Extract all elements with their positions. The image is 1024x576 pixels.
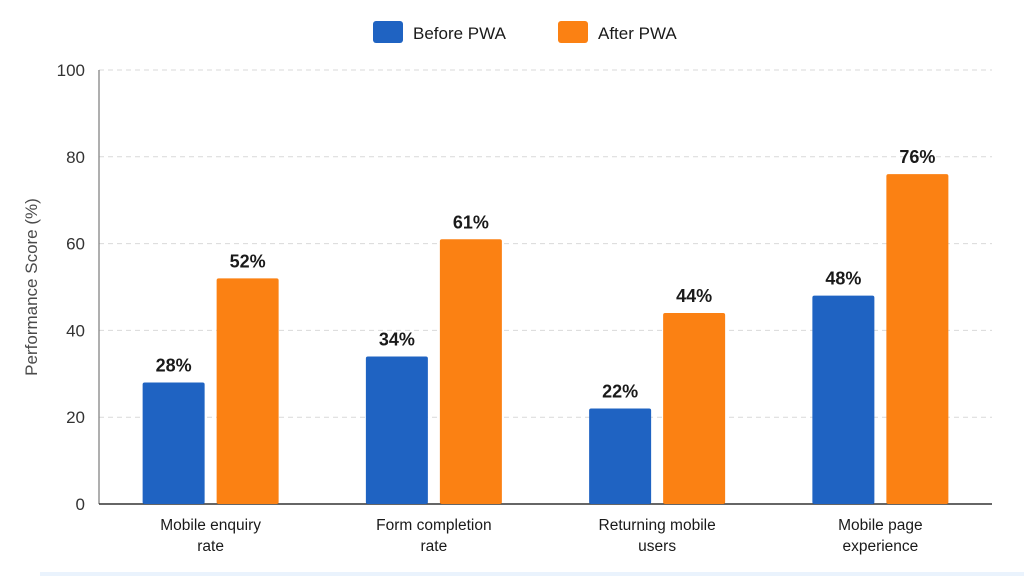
data-labels: 28% 52% 34% 61% 22% 44% 48% 76% bbox=[156, 147, 936, 401]
legend: Before PWA After PWA bbox=[373, 21, 677, 43]
data-label: 61% bbox=[453, 212, 489, 232]
axes: 0 20 40 60 80 100 Mobile enquiry rate Form compl… bbox=[57, 61, 992, 555]
data-label: 52% bbox=[230, 251, 266, 271]
bar-before-pwa bbox=[142, 382, 205, 504]
y-tick-label: 40 bbox=[66, 321, 85, 340]
data-label: 76% bbox=[899, 147, 935, 167]
x-tick-label: Mobile page bbox=[838, 517, 922, 534]
data-label: 48% bbox=[825, 269, 861, 289]
bar-before-pwa bbox=[365, 356, 428, 504]
x-tick-label: Form completion bbox=[376, 517, 491, 534]
y-tick-label: 20 bbox=[66, 408, 85, 427]
x-tick-label: users bbox=[638, 538, 676, 555]
y-tick-label: 80 bbox=[66, 148, 85, 167]
bars bbox=[142, 174, 949, 504]
data-label: 44% bbox=[676, 286, 712, 306]
x-tick-label: experience bbox=[842, 538, 918, 555]
legend-label: Before PWA bbox=[413, 24, 507, 43]
legend-swatch bbox=[558, 21, 588, 43]
y-axis-title: Performance Score (%) bbox=[22, 198, 41, 376]
bar-after-pwa bbox=[216, 278, 279, 504]
x-tick-label: rate bbox=[421, 538, 448, 555]
bar-after-pwa bbox=[663, 313, 726, 504]
bar-after-pwa bbox=[886, 174, 949, 504]
y-tick-label: 60 bbox=[66, 235, 85, 254]
y-tick-label: 0 bbox=[76, 495, 85, 514]
bar-before-pwa bbox=[589, 408, 652, 504]
bar-before-pwa bbox=[812, 295, 875, 504]
data-label: 22% bbox=[602, 382, 638, 402]
legend-swatch bbox=[373, 21, 403, 43]
legend-label: After PWA bbox=[598, 24, 677, 43]
bar-after-pwa bbox=[439, 239, 502, 504]
x-tick-label: Mobile enquiry bbox=[160, 517, 261, 534]
x-tick-label: Returning mobile bbox=[599, 517, 716, 534]
data-label: 28% bbox=[156, 355, 192, 375]
data-label: 34% bbox=[379, 329, 415, 349]
bottom-band bbox=[40, 572, 1024, 576]
x-tick-label: rate bbox=[197, 538, 224, 555]
y-tick-label: 100 bbox=[57, 61, 85, 80]
